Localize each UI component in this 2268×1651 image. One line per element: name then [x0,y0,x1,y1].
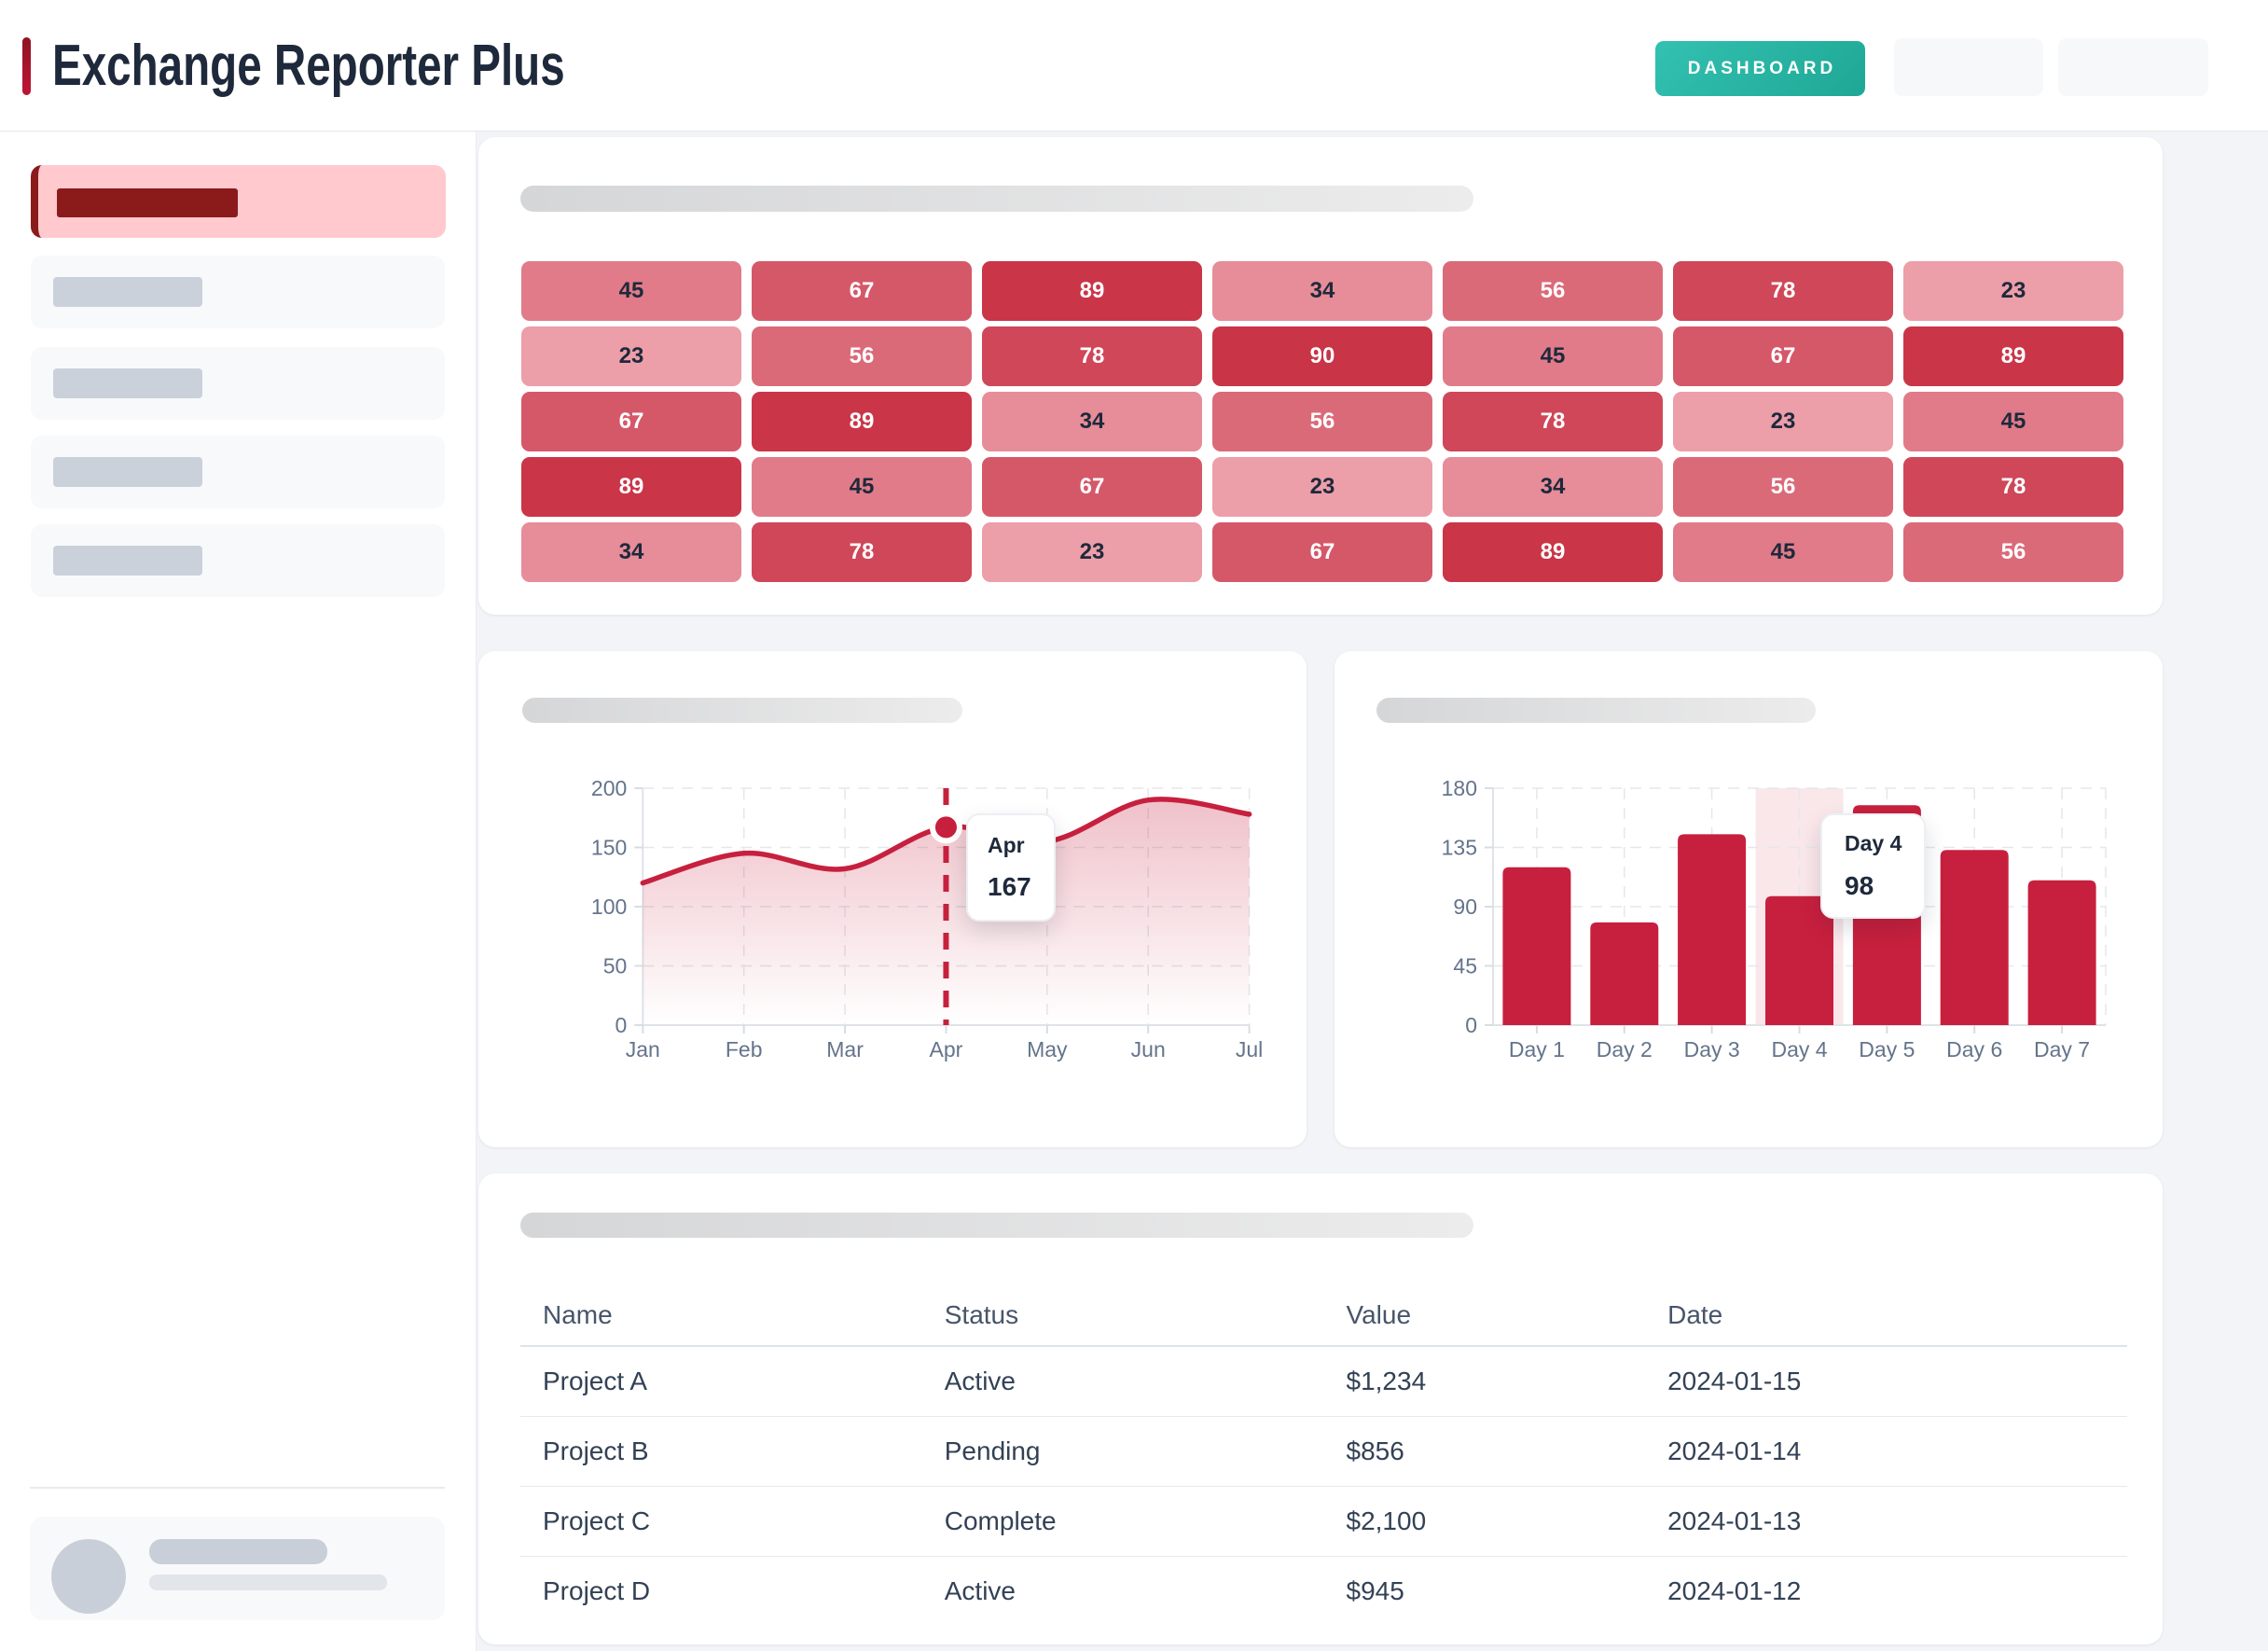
svg-text:45: 45 [1453,954,1477,978]
svg-text:Day 1: Day 1 [1509,1037,1565,1061]
svg-text:Day 3: Day 3 [1684,1037,1740,1061]
svg-text:100: 100 [591,895,627,919]
svg-text:90: 90 [1453,895,1477,919]
svg-text:150: 150 [591,836,627,860]
svg-text:Feb: Feb [726,1037,763,1061]
svg-text:Jun: Jun [1131,1037,1166,1061]
svg-text:Mar: Mar [826,1037,864,1061]
svg-text:180: 180 [1442,776,1477,800]
svg-text:Jul: Jul [1236,1037,1263,1061]
svg-text:Apr: Apr [930,1037,963,1061]
svg-text:135: 135 [1442,836,1477,860]
svg-text:Jan: Jan [626,1037,660,1061]
svg-text:0: 0 [1465,1013,1477,1037]
svg-text:Day 5: Day 5 [1859,1037,1915,1061]
svg-text:50: 50 [603,954,628,978]
svg-text:200: 200 [591,776,627,800]
svg-text:Day 2: Day 2 [1597,1037,1653,1061]
svg-text:May: May [1027,1037,1068,1061]
svg-text:Day 7: Day 7 [2034,1037,2090,1061]
svg-text:0: 0 [615,1013,628,1037]
svg-text:Day 4: Day 4 [1771,1037,1827,1061]
svg-text:Day 6: Day 6 [1946,1037,2002,1061]
